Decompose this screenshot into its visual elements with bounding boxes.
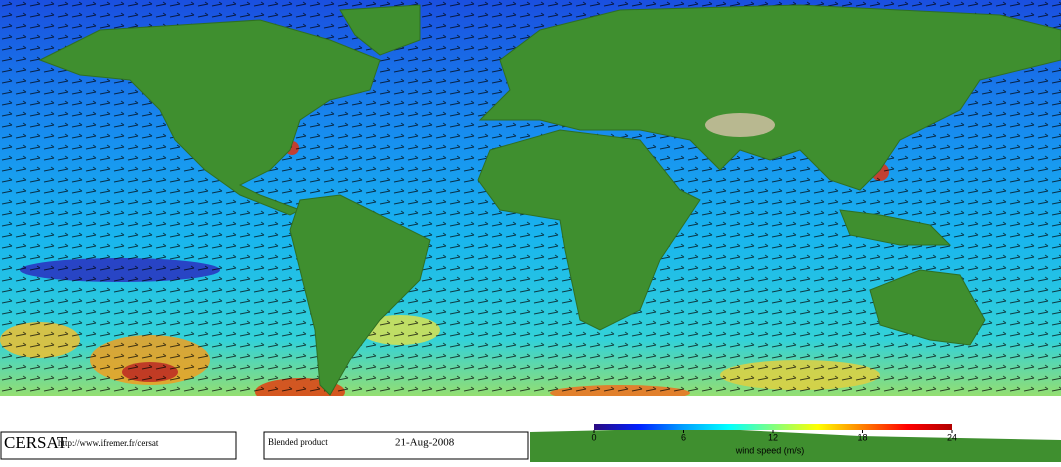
- logo: CERSAT: [4, 433, 68, 452]
- info-box: [263, 431, 529, 460]
- logo-box: [0, 431, 237, 460]
- colorbar-label: wind speed (m/s): [735, 445, 805, 455]
- greenland: [339, 4, 421, 56]
- colorbar-scale: [594, 424, 952, 430]
- africa: [477, 129, 701, 331]
- url: http://www.ifremer.fr/cersat: [58, 438, 159, 448]
- australia: [869, 269, 986, 346]
- south-america: [289, 194, 431, 396]
- colorbar-tick-label: 24: [947, 432, 957, 442]
- date: 21-Aug-2008: [395, 437, 455, 449]
- eurasia: [478, 4, 1061, 191]
- colorbar-tick-label: 12: [768, 432, 778, 442]
- land: [38, 4, 1061, 396]
- colorbar-tick-label: 6: [681, 432, 686, 442]
- antarctic-coast: [530, 428, 1061, 462]
- north-america: [38, 19, 381, 216]
- colorbar-tick-label: 18: [857, 432, 867, 442]
- colorbar: wind speed (m/s) 0 6 12 18 24: [591, 424, 957, 455]
- product: Blended product: [268, 437, 328, 447]
- indonesia: [839, 209, 952, 246]
- tibet: [705, 113, 775, 137]
- colorbar-tick-label: 0: [591, 432, 596, 442]
